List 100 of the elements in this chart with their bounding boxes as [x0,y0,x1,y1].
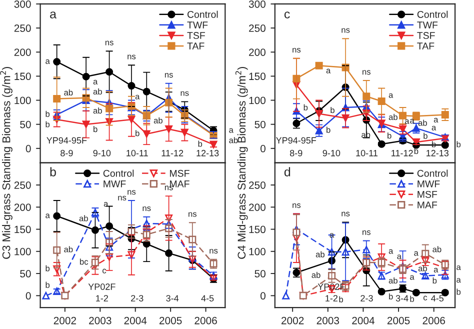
annotation: b [432,277,437,284]
y-tick-label: 250 [14,24,31,32]
y-tick-label: 300 [14,0,31,8]
y-tick-label: 200 [14,48,31,56]
annotation: a [46,214,50,218]
annotation: ab [432,246,442,252]
legend-label: TAF [187,42,204,50]
annotation: ns [180,91,189,96]
annotation: ab [64,246,73,252]
y-tick-label: 150 [14,72,31,80]
y-tick-label: 0 [260,292,266,300]
annotation: a [104,202,108,207]
y-tick-label: 200 [249,204,266,211]
annotation: YP94-95F [46,137,87,144]
legend-label: MSF [418,190,438,198]
annotation: a [410,118,414,124]
annotation: b [326,126,330,133]
y-tick-label: 50 [20,120,31,128]
x-tick-label: 2002 [54,316,76,324]
annotation: 10-11 [126,150,148,156]
annotation: b [46,282,50,288]
y-tick-label: 0 [260,144,266,152]
annotation: a [326,68,331,74]
y-tick-label: 50 [254,120,266,128]
annotation: c [423,296,428,300]
annotation: YP02F [88,284,116,290]
annotation: a [456,278,461,283]
legend-label: Control [188,10,218,18]
annotation: b [456,288,461,295]
annotation: b [339,296,344,302]
y-tick-label: 50 [20,270,31,278]
y-tick-label: 200 [249,48,266,56]
annotation: b [388,132,392,139]
annotation: ns [292,48,301,53]
annotation: ns [188,212,197,217]
x-tick-label: 2006 [422,316,445,324]
y-tick-label: 100 [249,248,266,256]
x-tick-label: 2004 [124,316,147,324]
annotation: 9-10 [93,150,111,156]
annotation: a [135,94,140,100]
annotation: 12-13 [426,150,449,156]
annotation: 10-11 [356,150,378,156]
y-tick-label: 0 [26,144,31,152]
y-tick-label: 150 [14,226,31,234]
annotation: ns [142,206,151,212]
y-tick-label: 100 [249,96,266,104]
annotation: b [424,132,428,139]
legend-label: Control [417,10,448,18]
annotation: ab [79,215,88,222]
y-tick-label: 0 [26,292,31,300]
annotation: b [198,140,202,147]
annotation: b [46,265,50,272]
annotation: b [410,296,414,302]
annotation: ns [118,196,126,200]
legend-label: MSF [170,170,190,177]
x-tick-label: 2002 [282,316,304,324]
legend-label: TWF [187,22,208,28]
annotation: b [330,106,334,114]
annotation: a [432,126,436,130]
y-tick-label: 150 [249,226,266,234]
x-tick-label: 2003 [316,316,340,324]
annotation: a [434,268,438,272]
y-tick-label: 100 [14,96,31,104]
annotation: ns [292,203,301,208]
annotation: ns [342,212,350,216]
annotation: b [414,148,418,154]
annotation: a [388,93,394,98]
y-tick-label: 250 [249,181,266,189]
annotation: ab [64,89,73,96]
annotation: ab [388,114,398,120]
annotation: ab [154,117,162,124]
y-tick-label: 300 [248,0,266,8]
annotation: b [46,110,50,117]
annotation: ns [210,248,218,254]
annotation: 2-3 [360,295,373,302]
legend-label: MAF [418,202,438,208]
annotation: ns [342,28,350,33]
annotation: ns [164,73,173,78]
annotation: ab [93,107,102,114]
annotation: a [50,12,56,18]
x-tick-label: 2004 [352,316,374,324]
annotation: 1-2 [326,295,338,302]
legend-label: TAF [417,42,434,50]
annotation: 2-3 [131,295,144,302]
annotation: ab [93,88,102,95]
annotation: b [304,104,308,110]
annotation: ns [164,186,173,190]
y-tick-label: 150 [249,72,266,80]
annotation: 8-9 [290,150,302,156]
annotation: a [434,118,438,122]
y-tick-label: 100 [14,248,31,256]
annotation: YP94-95F [276,137,316,144]
annotation: ab [316,251,324,258]
legend-label: TSF [417,32,435,39]
annotation: 9-10 [322,150,340,156]
annotation: b [136,130,140,136]
legend-label: MWF [104,180,126,188]
annotation: b [46,121,50,128]
annotation: 11-12 [392,150,413,156]
annotation: 4-5 [431,295,444,302]
